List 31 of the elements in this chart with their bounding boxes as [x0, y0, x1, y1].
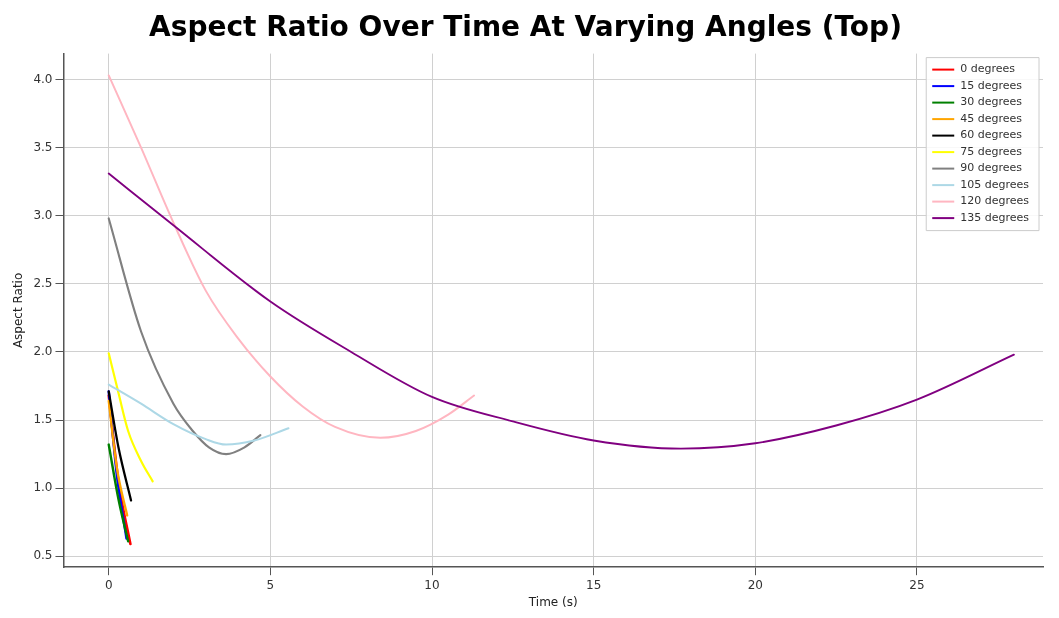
legend-label: 0 degrees: [960, 62, 1016, 76]
x-tick-label: 0: [104, 577, 113, 592]
y-tick-label: 1.0: [33, 480, 53, 495]
y-tick-label: 3.0: [33, 207, 53, 222]
y-tick-label: 3.5: [33, 139, 53, 154]
legend-label: 105 degrees: [960, 177, 1030, 191]
legend-label: 45 degrees: [960, 111, 1023, 125]
x-axis-title: Time (s): [527, 594, 578, 609]
y-tick-label: 2.0: [33, 344, 53, 359]
legend-label: 90 degrees: [960, 161, 1023, 175]
y-tick-label: 4.0: [33, 71, 53, 86]
legend-label: 30 degrees: [960, 95, 1023, 109]
x-tick-label: 15: [586, 577, 602, 592]
x-tick-label: 5: [266, 577, 275, 592]
line-series: [107, 217, 262, 456]
x-tick-label: 25: [909, 577, 925, 592]
chart-title: Aspect Ratio Over Time At Varying Angles (Top): [149, 10, 902, 44]
legend-label: 135 degrees: [960, 210, 1030, 224]
y-tick-label: 2.5: [33, 275, 53, 290]
line-series: [107, 352, 154, 483]
legend-label: 15 degrees: [960, 78, 1023, 92]
legend-label: 60 degrees: [960, 128, 1023, 142]
legend-label: 75 degrees: [960, 144, 1023, 158]
x-tick-label: 20: [747, 577, 763, 592]
legend-label: 120 degrees: [960, 194, 1030, 208]
y-tick-label: 1.5: [33, 412, 53, 427]
y-axis-title: Aspect Ratio: [11, 272, 26, 349]
line-series: [107, 383, 290, 446]
y-tick-label: 0.5: [33, 548, 53, 563]
line-series: [107, 74, 476, 439]
x-tick-label: 10: [424, 577, 440, 592]
